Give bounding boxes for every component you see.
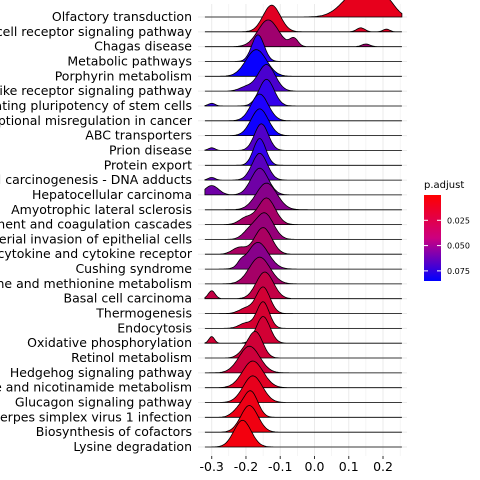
ridge-22: [204, 301, 402, 329]
legend-colorbar: [424, 195, 441, 281]
x-tick-label: -0.1: [268, 459, 292, 474]
ridge-10: [204, 123, 402, 151]
ridge-14: [204, 182, 402, 211]
ridge-21: [204, 286, 402, 314]
ridge-5: [204, 49, 402, 77]
y-tick-label: Olfactory transduction: [52, 9, 192, 24]
y-tick-label: Biosynthesis of cofactors: [36, 424, 192, 439]
ridge-19: [204, 256, 402, 285]
legend: p.adjust 0.025 0.050 0.075: [424, 180, 470, 281]
ridge-16: [204, 212, 402, 240]
ridge-6: [204, 63, 402, 92]
ridges: [204, 0, 403, 448]
ridge-29: [204, 405, 402, 433]
y-tick-label: Porphyrin metabolism: [55, 68, 192, 83]
y-tick-label: Herpes simplex virus 1 infection: [0, 409, 192, 424]
legend-tick-label: 0.050: [447, 242, 470, 251]
y-tick-label: Viral protein interaction with cytokine …: [0, 246, 193, 261]
y-tick-label: Amyotrophic lateral sclerosis: [11, 202, 192, 217]
y-tick-label: Protein export: [104, 157, 192, 172]
ridge-30: [204, 419, 402, 448]
legend-title: p.adjust: [424, 180, 464, 191]
x-tick-label: -0.3: [200, 459, 224, 474]
ridge-15: [204, 197, 402, 225]
ridge-11: [204, 138, 402, 166]
panel-background: [198, 4, 407, 456]
y-tick-label: Thermogenesis: [95, 306, 192, 321]
y-tick-label: Lysine degradation: [73, 439, 192, 454]
y-tick-label: NOD-like receptor signaling pathway: [0, 83, 193, 98]
y-tick-label: Oxidative phosphorylation: [27, 335, 192, 350]
plot-panel: [198, 0, 407, 456]
y-tick-label: Cysteine and methionine metabolism: [0, 276, 192, 291]
x-tick-label: 0.1: [339, 459, 359, 474]
y-tick-label: Cushing syndrome: [75, 261, 192, 276]
x-tick-label: 0.2: [373, 459, 393, 474]
y-tick-label: Chemical carcinogenesis - DNA adducts: [0, 172, 192, 187]
y-tick-label: Chagas disease: [94, 39, 192, 54]
y-tick-label: Retinol metabolism: [71, 350, 192, 365]
y-tick-label: Endocytosis: [117, 320, 192, 335]
y-tick-label: Hepatocellular carcinoma: [32, 187, 192, 202]
y-tick-label: Hedgehog signaling pathway: [10, 365, 193, 380]
x-tick-label: 0.0: [305, 459, 325, 474]
y-tick-label: Nicotinate and nicotinamide metabolism: [0, 380, 192, 395]
ridge-2: [204, 4, 402, 33]
x-tick-label: -0.2: [234, 459, 258, 474]
x-axis: -0.3 -0.2 -0.1 0.0 0.1 0.2: [200, 456, 393, 474]
y-tick-label: Metabolic pathways: [67, 53, 192, 68]
ridge-9: [204, 108, 402, 136]
ridge-20: [204, 271, 402, 300]
y-tick-label: Signaling pathways regulating pluripoten…: [0, 98, 192, 113]
legend-ticks: 0.025 0.050 0.075: [424, 216, 470, 276]
y-tick-label: Transcriptional misregulation in cancer: [0, 113, 193, 128]
y-tick-label: Complement and coagulation cascades: [0, 217, 192, 232]
y-tick-label: Bacterial invasion of epithelial cells: [0, 231, 192, 246]
ridge-13: [204, 167, 402, 196]
legend-tick-label: 0.075: [447, 267, 470, 276]
legend-tick-label: 0.025: [447, 216, 470, 225]
y-tick-label: ABC transporters: [85, 128, 192, 143]
y-tick-label: B cell receptor signaling pathway: [0, 24, 193, 39]
ridge-1: [204, 0, 403, 18]
y-tick-label: Basal cell carcinoma: [64, 291, 193, 306]
y-tick-label: Prion disease: [109, 142, 192, 157]
y-tick-label: Glucagon signaling pathway: [15, 395, 193, 410]
